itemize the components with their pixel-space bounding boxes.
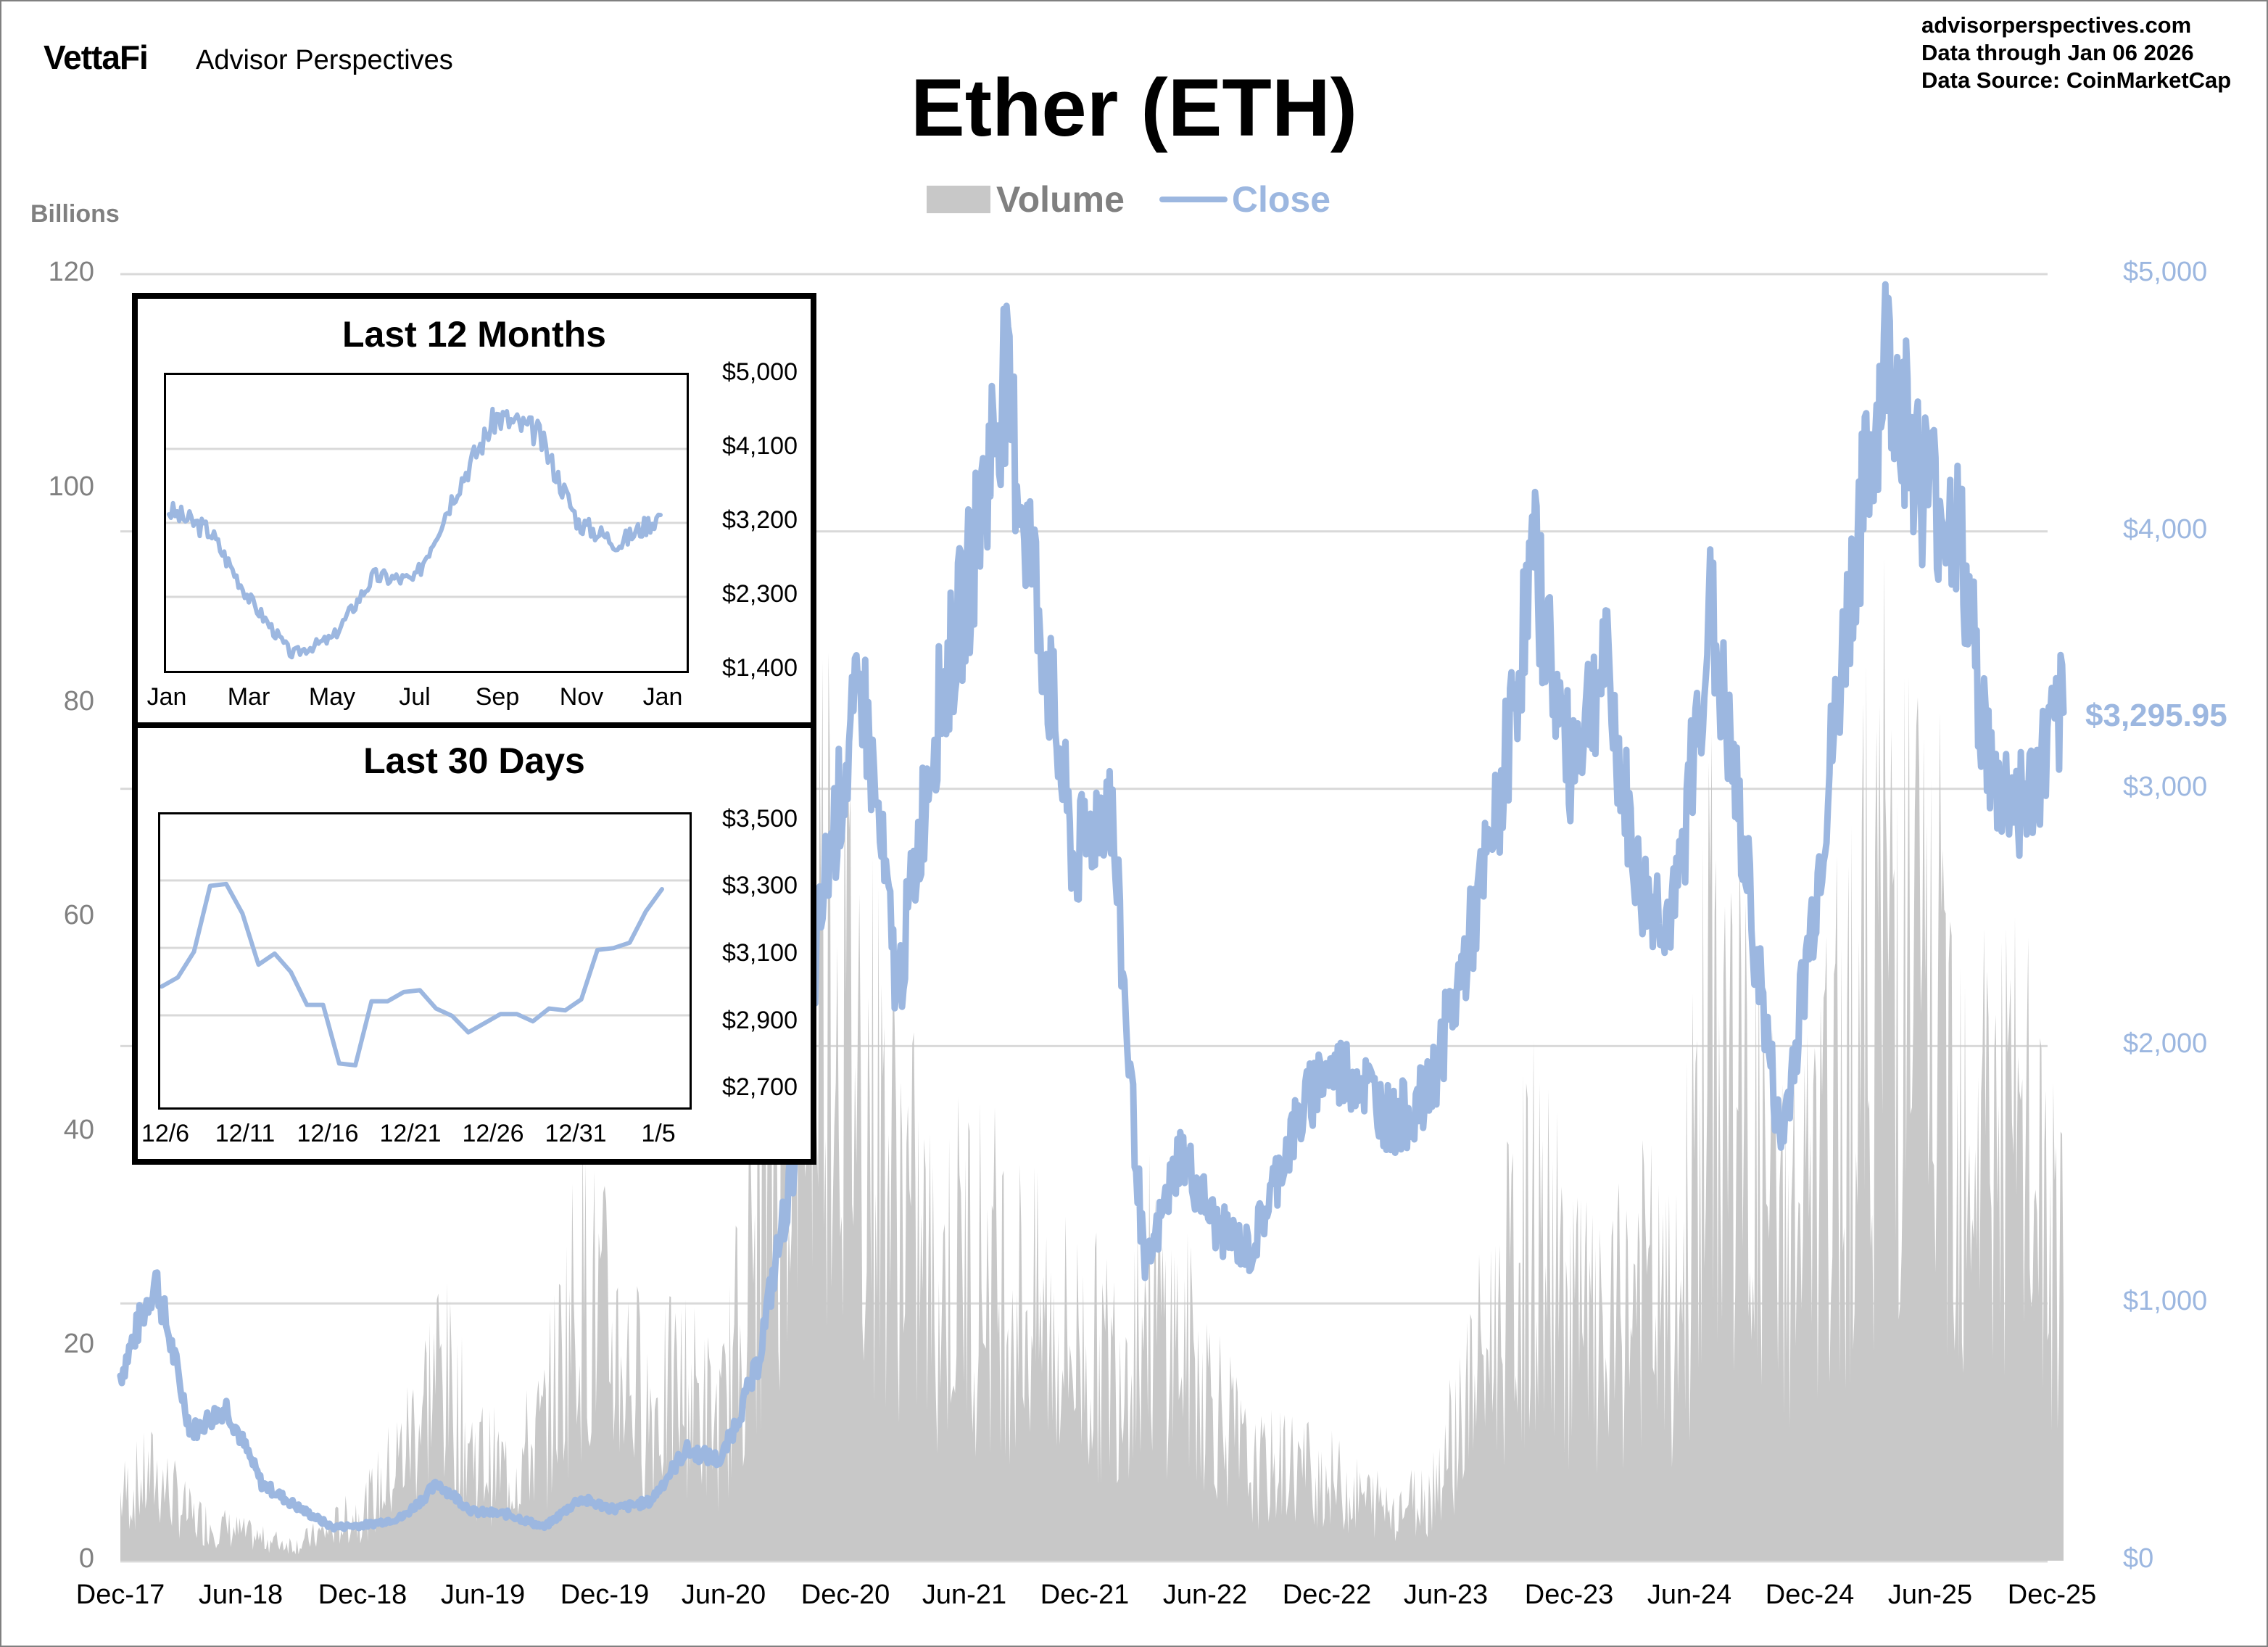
inset-12m-ytick: $2,300	[722, 580, 798, 608]
x-tick: Dec-22	[1282, 1580, 1372, 1610]
inset-30d-xtick: 12/31	[545, 1120, 607, 1147]
inset-12m-xtick: Jan	[642, 683, 683, 711]
inset-30d-xtick: 12/6	[141, 1120, 190, 1147]
left-tick: 80	[63, 686, 94, 717]
close-line-icon	[1159, 197, 1228, 202]
inset-12m-xtick: Mar	[227, 683, 270, 711]
legend-volume: Volume	[996, 179, 1125, 220]
right-tick: $1,000	[2123, 1286, 2208, 1316]
x-tick: Dec-21	[1040, 1580, 1130, 1610]
inset-12m-xtick: Nov	[559, 683, 604, 711]
legend-close: Close	[1231, 179, 1331, 220]
x-tick: Jun-19	[440, 1580, 526, 1610]
inset-12m-xtick: Jul	[399, 683, 431, 711]
inset-12m-svg	[166, 406, 687, 660]
left-tick: 120	[48, 257, 94, 287]
source-site: advisorperspectives.com	[1921, 12, 2192, 38]
advisor-perspectives-label: Advisor Perspectives	[196, 45, 453, 75]
inset-30d-svg	[160, 879, 690, 1068]
inset-12m-ytick: $1,400	[722, 654, 798, 682]
right-tick: $5,000	[2123, 257, 2208, 287]
inset-30d-ytick: $2,900	[722, 1007, 798, 1034]
right-tick: $4,000	[2123, 514, 2208, 545]
x-tick: Jun-20	[681, 1580, 766, 1610]
inset-30d-xtick: 12/26	[462, 1120, 524, 1147]
inset-12m-ytick: $5,000	[722, 358, 798, 386]
inset-12m-xtick: May	[308, 683, 356, 711]
inset-30d-xtick: 12/11	[215, 1120, 276, 1147]
x-tick: Jun-25	[1887, 1580, 1973, 1610]
right-tick: $0	[2123, 1543, 2154, 1574]
inset-12m-xtick: Jan	[146, 683, 187, 711]
right-tick: $2,000	[2123, 1028, 2208, 1059]
legend: Volume Close	[927, 178, 1330, 220]
inset-12m-plot	[164, 373, 689, 673]
left-axis-label: Billions	[30, 200, 120, 228]
source-date: Data through Jan 06 2026	[1921, 40, 2194, 65]
vettafi-logo: VettaFi	[44, 38, 149, 76]
left-tick: 40	[63, 1115, 94, 1145]
inset-30d-title: Last 30 Days	[363, 740, 585, 781]
x-tick: Jun-18	[198, 1580, 284, 1610]
inset-12m-title: Last 12 Months	[342, 314, 606, 355]
inset-30d-xtick: 12/16	[297, 1120, 359, 1147]
x-tick: Jun-24	[1647, 1580, 1732, 1610]
x-tick: Dec-17	[75, 1580, 165, 1610]
x-tick: Jun-22	[1162, 1580, 1248, 1610]
left-tick: 20	[63, 1329, 94, 1359]
source-info: advisorperspectives.com Data through Jan…	[1921, 12, 2231, 94]
inset-panel: Last 12 Months $5,000 $4,100 $3,200 $2,3…	[132, 293, 816, 1165]
inset-30d-ytick: $3,100	[722, 939, 798, 967]
volume-area	[120, 557, 2064, 1561]
inset-12m-xtick: Sep	[475, 683, 520, 711]
x-tick: Jun-21	[922, 1580, 1007, 1610]
inset-30d-xtick: 12/21	[379, 1120, 442, 1147]
inset-30d-plot	[158, 812, 692, 1110]
left-tick: 0	[78, 1543, 94, 1574]
inset-12m-ytick: $4,100	[722, 432, 798, 460]
x-tick: Jun-23	[1403, 1580, 1489, 1610]
inset-divider	[138, 722, 811, 728]
close-line	[117, 281, 2067, 1533]
x-tick: Dec-24	[1765, 1580, 1855, 1610]
volume-swatch-icon	[927, 186, 990, 213]
x-tick: Dec-20	[800, 1580, 890, 1610]
x-tick: Dec-19	[560, 1580, 650, 1610]
chart-title: Ether (ETH)	[911, 62, 1357, 153]
left-tick: 60	[63, 900, 94, 930]
inset-30d-ytick: $3,300	[722, 872, 798, 899]
left-tick: 100	[48, 471, 94, 502]
inset-12m-ytick: $3,200	[722, 506, 798, 534]
inset-30d-xtick: 1/5	[641, 1120, 676, 1147]
x-tick: Dec-25	[2007, 1580, 2097, 1610]
inset-30d-ytick: $3,500	[722, 805, 798, 833]
right-tick: $3,000	[2123, 772, 2208, 802]
x-tick: Dec-18	[318, 1580, 407, 1610]
x-tick: Dec-23	[1524, 1580, 1614, 1610]
inset-30d-ytick: $2,700	[722, 1073, 798, 1101]
source-provider: Data Source: CoinMarketCap	[1921, 67, 2232, 93]
last-price-label: $3,295.95	[2085, 698, 2227, 733]
